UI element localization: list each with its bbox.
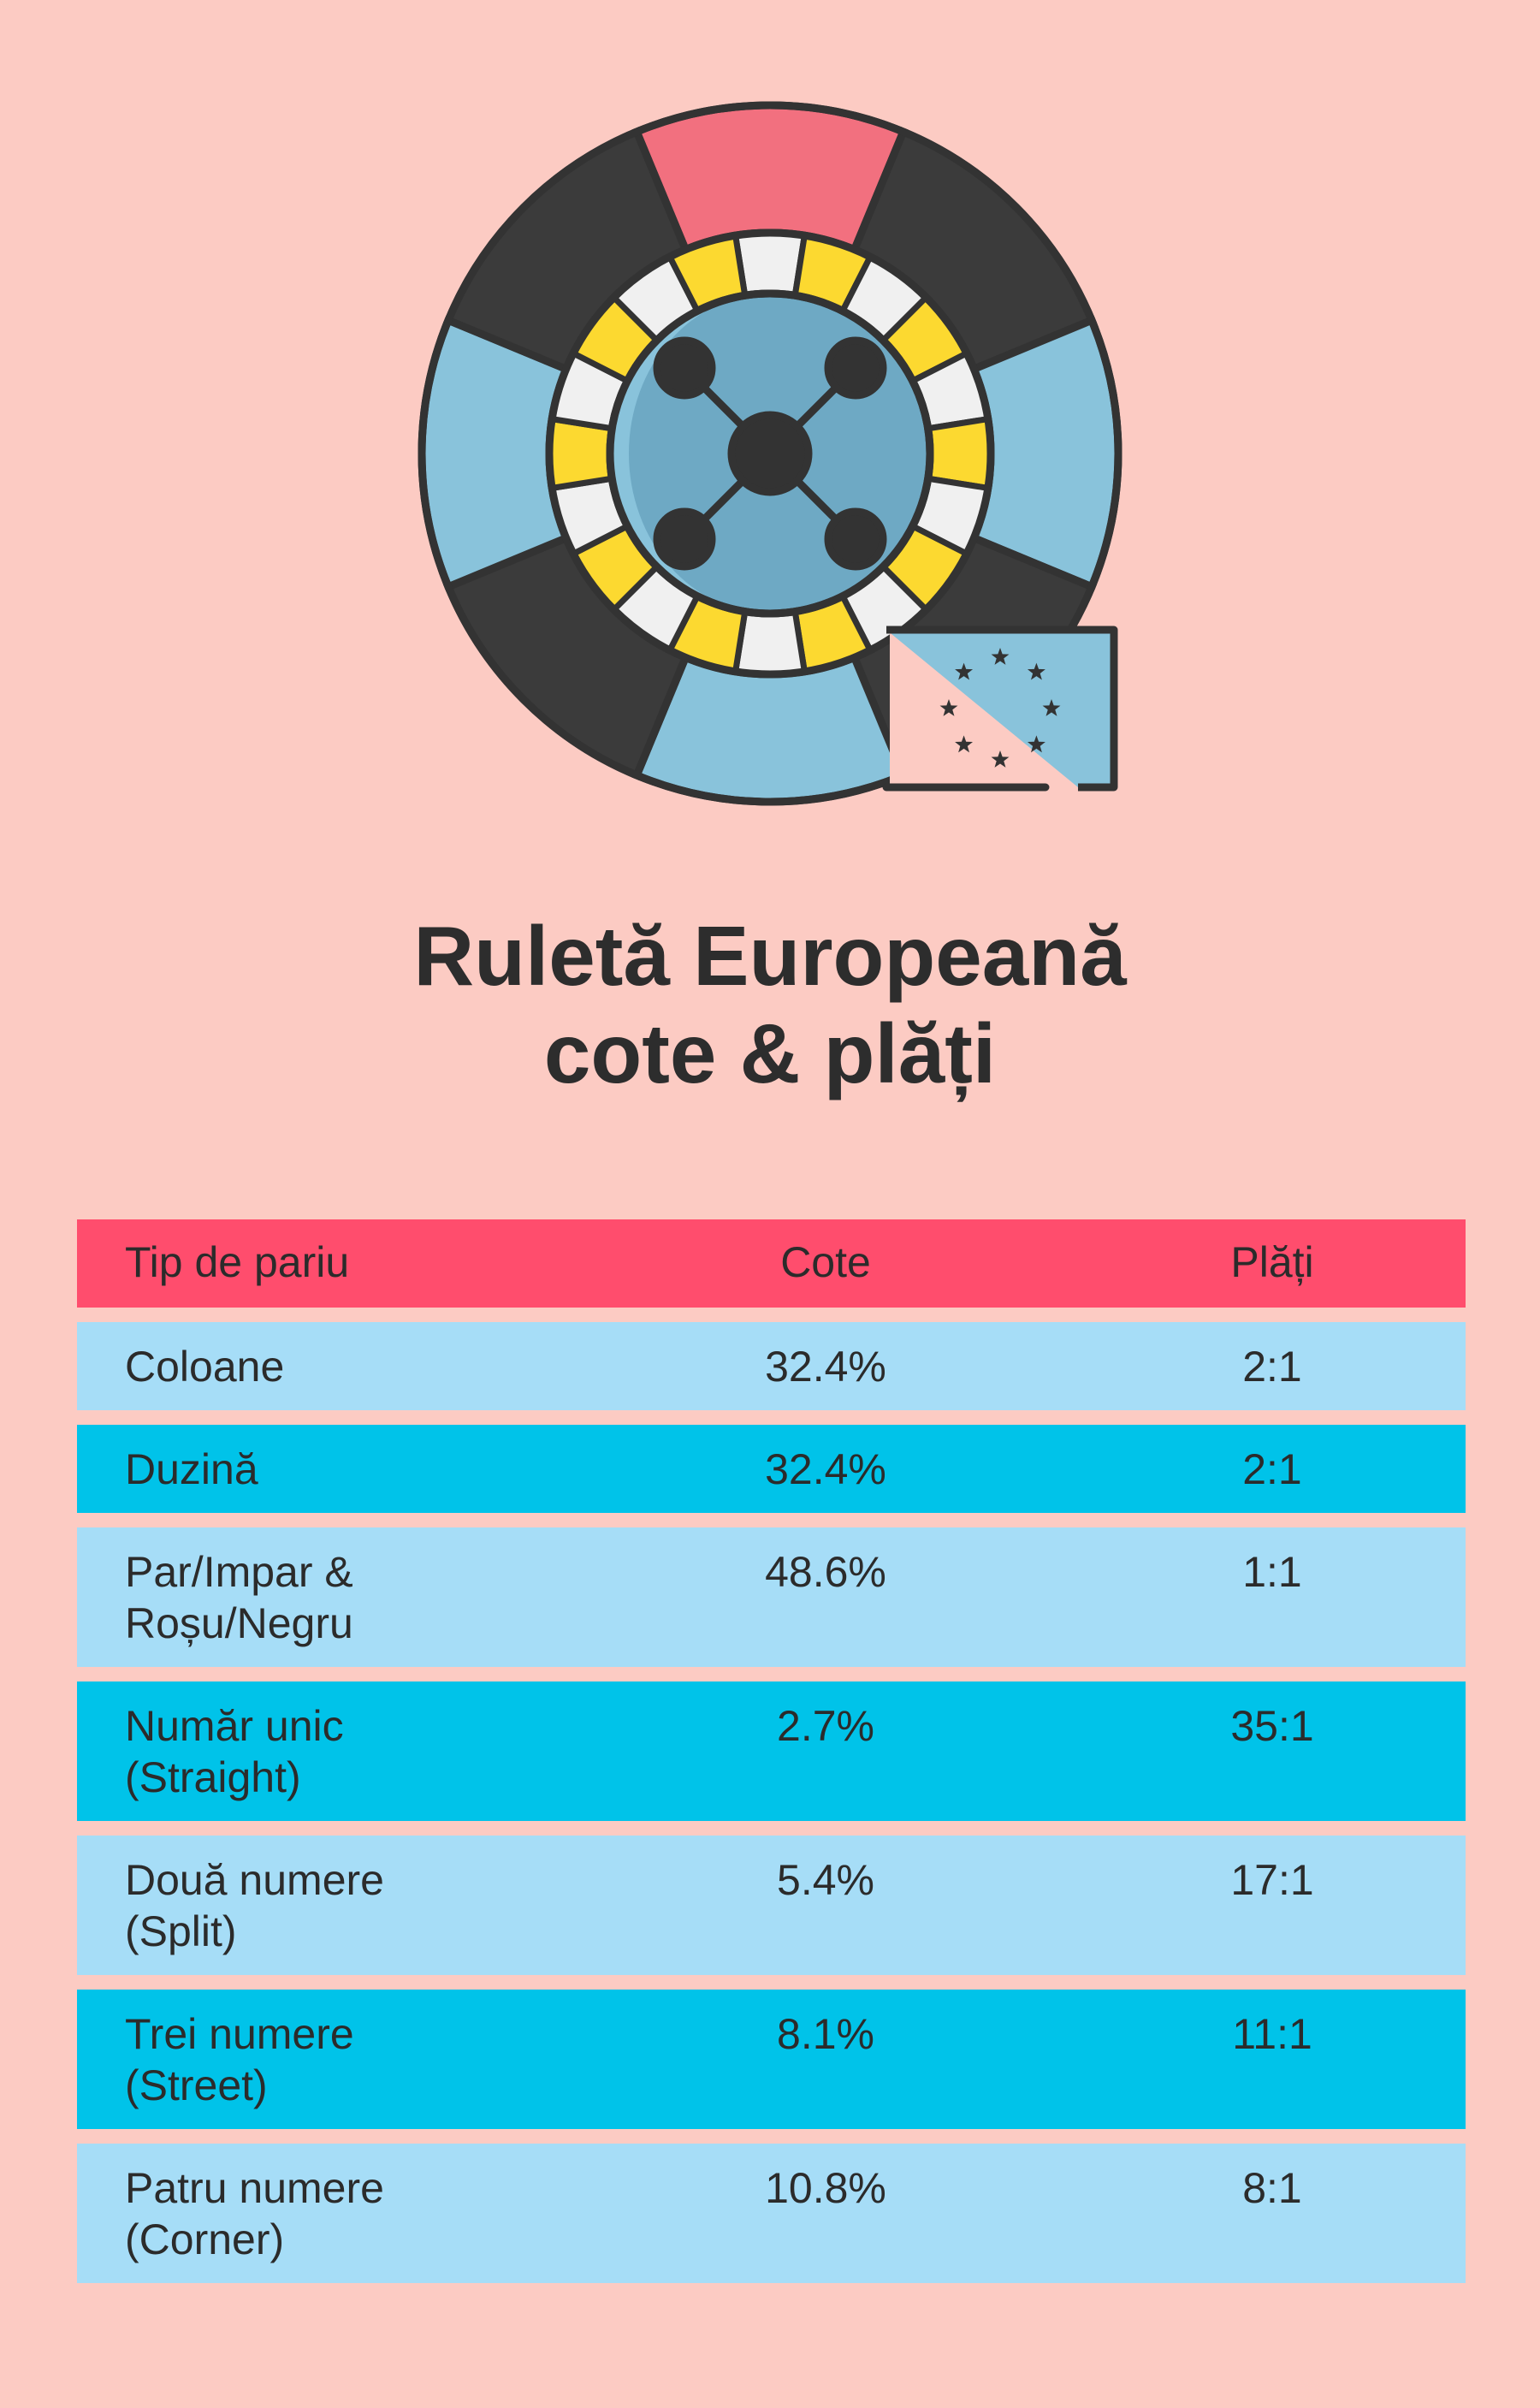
flag-stars [939, 648, 1061, 768]
page-title: Ruletă Europeană cote & plăți [0, 907, 1540, 1102]
payout-cell: 2:1 [1242, 1445, 1302, 1493]
flag-star-icon [991, 648, 1010, 665]
bet-type-cell: Patru numere (Corner) [77, 2162, 684, 2283]
odds-cell: 8.1% [777, 2010, 874, 2058]
header-payout: Plăți [1230, 1238, 1314, 1286]
header-odds: Cote [780, 1238, 871, 1286]
bet-type-line: Trei numere [125, 2010, 354, 2058]
flag-star-icon [1027, 662, 1045, 680]
odds-cell: 48.6% [765, 1548, 886, 1596]
flag-star-icon [955, 735, 974, 753]
flag-star-icon [1042, 699, 1061, 716]
flag-star-icon [991, 750, 1010, 768]
title-line-2: cote & plăți [543, 1006, 997, 1100]
bet-type-subline: (Split) [125, 1907, 237, 1955]
bet-type-subline: Roșu/Negru [125, 1599, 353, 1647]
eu-flag-icon [882, 626, 1118, 792]
table-row: Două numere (Split) 5.4% 17:1 [77, 1836, 1466, 1975]
flag-star-icon [955, 662, 974, 680]
bet-type-line: Duzină [125, 1445, 258, 1493]
odds-cell: 32.4% [765, 1445, 886, 1493]
table-row: Trei numere (Street) 8.1% 11:1 [77, 1990, 1466, 2129]
table-row: Patru numere (Corner) 10.8% 8:1 [77, 2144, 1466, 2283]
odds-cell: 10.8% [765, 2164, 886, 2212]
bet-type-cell: Par/Impar & Roșu/Negru [77, 1546, 684, 1667]
payout-cell: 17:1 [1230, 1856, 1314, 1904]
bet-type-cell: Trei numere (Street) [77, 2008, 684, 2129]
payout-cell: 1:1 [1242, 1548, 1302, 1596]
bet-type-cell: Duzină [77, 1444, 684, 1513]
wheel-spinner [653, 336, 887, 571]
bet-type-cell: Două numere (Split) [77, 1854, 684, 1975]
bet-type-subline: (Straight) [125, 1753, 301, 1801]
table-row: Coloane 32.4% 2:1 [77, 1322, 1466, 1410]
odds-cell: 32.4% [765, 1343, 886, 1391]
bet-type-line: Două numere [125, 1856, 384, 1904]
table-row: Număr unic (Straight) 2.7% 35:1 [77, 1681, 1466, 1821]
odds-cell: 2.7% [777, 1702, 874, 1750]
flag-star-icon [939, 699, 958, 716]
table-row: Duzină 32.4% 2:1 [77, 1425, 1466, 1513]
bet-type-cell: Număr unic (Straight) [77, 1700, 684, 1821]
bet-type-line: Patru numere [125, 2164, 384, 2212]
bet-type-line: Coloane [125, 1343, 285, 1391]
bet-type-subline: (Street) [125, 2061, 268, 2109]
header-bet-type: Tip de pariu [125, 1238, 350, 1286]
bet-type-subline: (Corner) [125, 2215, 285, 2263]
roulette-wheel-graphic [418, 101, 1122, 806]
odds-cell: 5.4% [777, 1856, 874, 1904]
odds-table: Tip de pariu Cote Plăți Coloane 32.4% 2:… [77, 1219, 1466, 2298]
payout-cell: 8:1 [1242, 2164, 1302, 2212]
payout-cell: 2:1 [1242, 1343, 1302, 1391]
bet-type-line: Număr unic [125, 1702, 344, 1750]
bet-type-cell: Coloane [77, 1341, 684, 1410]
table-row: Par/Impar & Roșu/Negru 48.6% 1:1 [77, 1527, 1466, 1667]
bet-type-line: Par/Impar & [125, 1548, 353, 1596]
payout-cell: 35:1 [1230, 1702, 1314, 1750]
title-line-1: Ruletă Europeană [413, 909, 1127, 1003]
flag-star-icon [1027, 735, 1045, 753]
payout-cell: 11:1 [1232, 2010, 1312, 2058]
european-roulette-wheel-icon [402, 86, 1138, 821]
wheel-outer-border [418, 101, 1122, 806]
table-header-row: Tip de pariu Cote Plăți [77, 1219, 1466, 1308]
